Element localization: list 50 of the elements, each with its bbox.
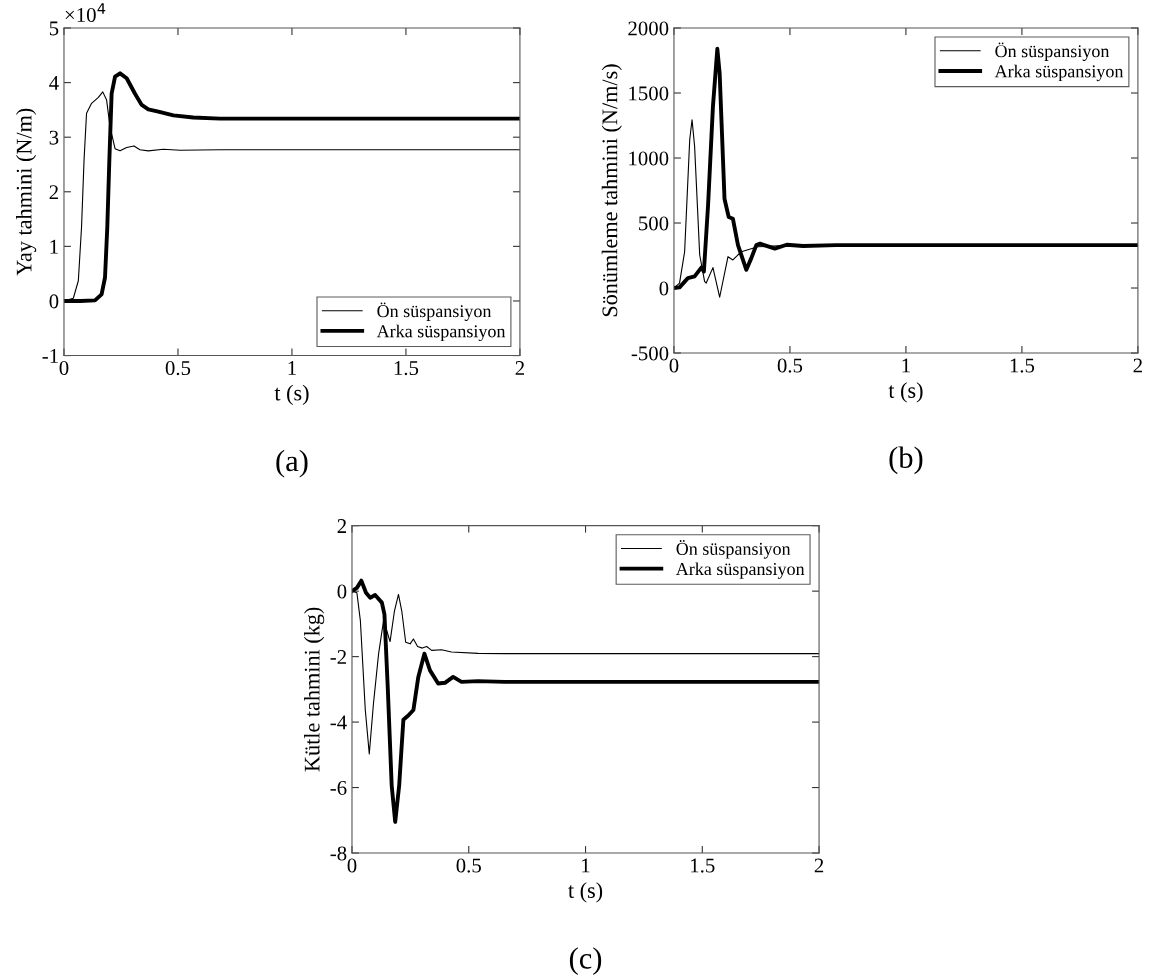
x-tick-label: 2	[814, 858, 824, 873]
y-tick-label: -4	[330, 715, 347, 730]
y-tick-label: -8	[330, 846, 347, 861]
y-tick-label: 2000	[628, 21, 669, 36]
x-tick-label: 1.5	[394, 361, 419, 376]
x-tick-label: 2	[1133, 358, 1142, 373]
y-tick-label: 0	[659, 281, 669, 296]
text: (a)	[276, 449, 308, 478]
y-tick-label: 1500	[629, 86, 669, 101]
x-tick-label: 0.5	[456, 858, 481, 873]
y-tick-label: 1	[50, 239, 58, 254]
y-tick-label: -1	[42, 349, 58, 363]
y-tick-label: 5	[49, 21, 59, 36]
legend-label: Arka süspansiyon	[994, 64, 1124, 82]
y-tick-label: -2	[330, 650, 346, 664]
y-tick-label: 0	[49, 294, 59, 309]
x-tick-label: 1	[582, 858, 590, 873]
legend-label: Arka süspansiyon	[675, 562, 805, 579]
x-axis-title: t (s)	[274, 384, 309, 406]
x-tick-label: 0	[59, 361, 69, 376]
y-tick-label: 2	[337, 519, 346, 533]
x-tick-label: 1	[902, 358, 910, 373]
y-tick-label: 2	[49, 185, 58, 200]
y-axis-title: Sönümleme tahmini (N/m/s)	[601, 64, 622, 317]
y-tick-label: -500	[631, 346, 669, 361]
y-tick-label: 1000	[629, 151, 669, 166]
y-tick-label: 4	[49, 76, 59, 90]
legend-label: Ön süspansiyon	[676, 540, 791, 559]
x-tick-label: 1	[288, 361, 296, 375]
x-tick-label: 1.5	[691, 858, 715, 873]
x-axis-title: t (s)	[568, 882, 603, 903]
x-tick-label: 1.5	[1010, 358, 1035, 373]
y-tick-label: -6	[330, 780, 347, 795]
x-tick-label: 0.5	[777, 358, 803, 373]
text: (c)	[569, 947, 602, 975]
y-tick-label: 0	[337, 584, 347, 599]
x-tick-label: 2	[515, 361, 524, 375]
legend-label: Ön süspansiyon	[377, 302, 492, 321]
x-axis-title: t (s)	[888, 382, 923, 403]
y-tick-label: 3	[49, 130, 59, 145]
text: (b)	[889, 446, 923, 475]
y-axis-title: Kütle tahmini (kg)	[304, 607, 325, 772]
y-tick-label: 500	[639, 216, 669, 231]
x-tick-label: 0	[669, 358, 679, 373]
y-axis-title: Yay tahmini (N/m)	[15, 108, 37, 276]
text: ×10$^{4}$	[65, 3, 106, 22]
legend-label: Arka süspansiyon	[376, 324, 506, 342]
legend-label: Ön süspansiyon	[995, 42, 1110, 62]
x-tick-label: 0	[347, 858, 357, 873]
x-tick-label: 0.5	[165, 361, 191, 376]
